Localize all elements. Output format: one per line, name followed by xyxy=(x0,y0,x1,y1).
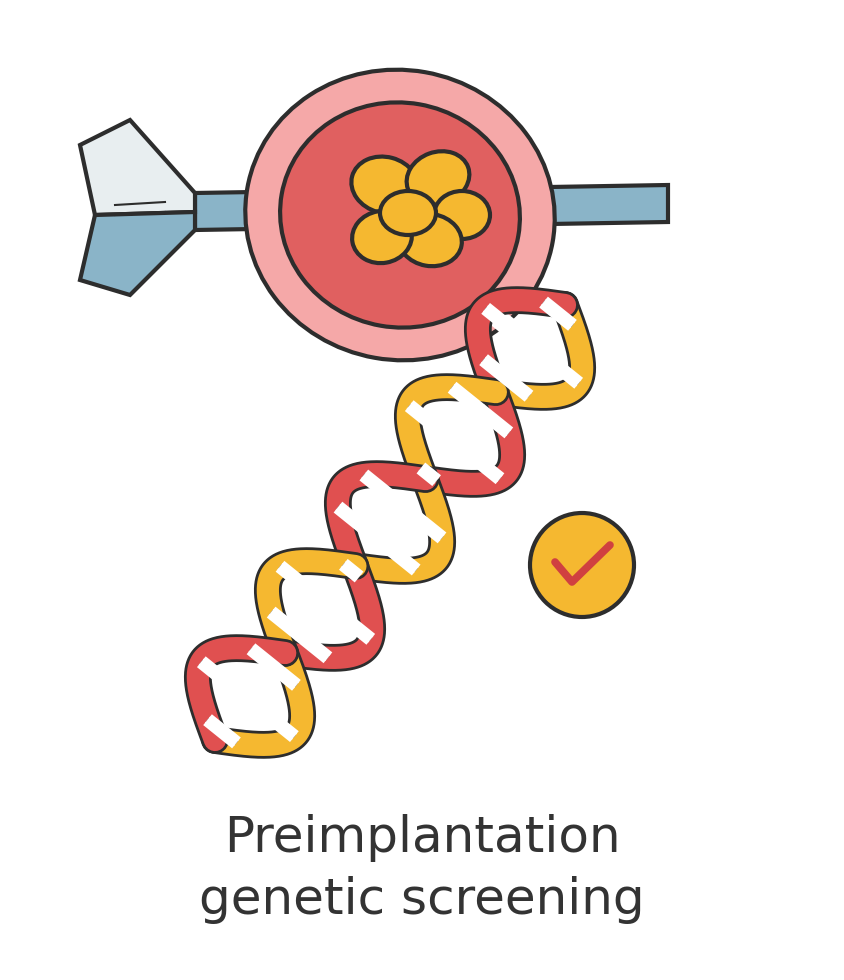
Polygon shape xyxy=(80,212,195,295)
Ellipse shape xyxy=(352,211,412,263)
Ellipse shape xyxy=(407,151,469,205)
Ellipse shape xyxy=(280,102,520,327)
Polygon shape xyxy=(80,120,195,215)
Ellipse shape xyxy=(380,191,436,235)
Text: genetic screening: genetic screening xyxy=(199,876,645,924)
Text: Preimplantation: Preimplantation xyxy=(224,814,620,862)
Polygon shape xyxy=(195,185,668,230)
Ellipse shape xyxy=(351,157,419,214)
Circle shape xyxy=(530,513,634,617)
Ellipse shape xyxy=(434,191,490,239)
Ellipse shape xyxy=(246,70,555,361)
Ellipse shape xyxy=(398,214,462,267)
